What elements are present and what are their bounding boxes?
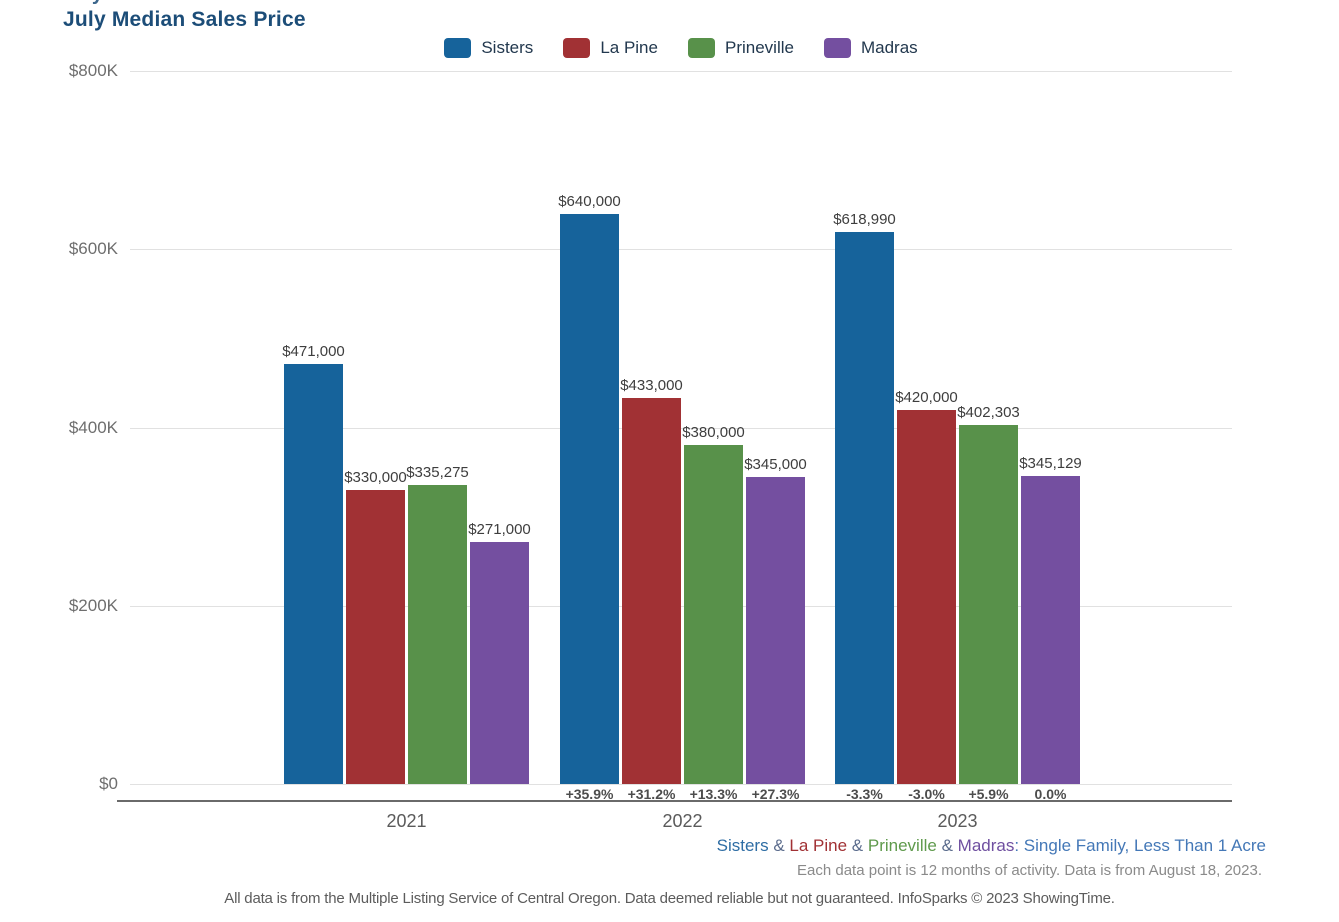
page-title: July Median Sales Price — [63, 8, 306, 31]
y-axis-tick-label: $600K — [68, 239, 118, 258]
legend-swatch-icon — [563, 38, 591, 58]
legend-item-madras[interactable]: Madras — [823, 38, 918, 58]
bar-value-label: $618,990 — [833, 211, 896, 228]
legend-item-sisters[interactable]: Sisters — [444, 38, 533, 58]
bar-value-label: $433,000 — [620, 377, 683, 394]
x-axis-year-label: 2022 — [662, 811, 703, 831]
gridline-200K — [130, 606, 1232, 607]
gridline-0 — [130, 784, 1232, 785]
pct-change-label: -3.3% — [846, 786, 883, 802]
bar-la-pine-2022[interactable] — [622, 398, 681, 784]
bar-value-label: $345,000 — [744, 456, 807, 473]
y-axis-tick-label: $0 — [99, 774, 118, 793]
bar-madras-2022[interactable] — [746, 477, 805, 784]
footnote-segment: Sisters — [716, 836, 769, 855]
pct-change-label: -3.0% — [908, 786, 945, 802]
pct-change-label: +31.2% — [627, 786, 676, 802]
bar-value-label: $330,000 — [344, 469, 407, 486]
legend-label: La Pine — [600, 38, 658, 57]
legend-label: Sisters — [481, 38, 534, 57]
x-axis-year-label: 2023 — [937, 811, 978, 831]
footnote-segment: La Pine — [789, 836, 848, 855]
bar-value-label: $471,000 — [282, 343, 345, 360]
bar-value-label: $380,000 — [682, 424, 745, 441]
data-period-footnote: Each data point is 12 months of activity… — [797, 862, 1262, 879]
footnote-segment: & — [847, 836, 868, 855]
pct-change-label: 0.0% — [1034, 786, 1067, 802]
footnote-segment: & — [936, 836, 958, 855]
x-axis-year-label: 2021 — [386, 811, 427, 831]
bar-madras-2021[interactable] — [470, 542, 529, 784]
series-description-footnote: Sisters & La Pine & Prineville & Madras:… — [717, 836, 1266, 856]
bar-madras-2023[interactable] — [1021, 476, 1080, 784]
gridline-400K — [130, 428, 1232, 429]
y-axis-tick-label: $400K — [68, 418, 118, 437]
legend-swatch-icon — [823, 38, 851, 58]
y-axis-tick-label: $800K — [68, 61, 118, 80]
bar-value-label: $335,275 — [406, 464, 469, 481]
bar-prineville-2022[interactable] — [684, 445, 743, 784]
legend-swatch-icon — [687, 38, 715, 58]
pct-change-label: +5.9% — [968, 786, 1009, 802]
pct-change-label: +35.9% — [565, 786, 614, 802]
legend-item-la-pine[interactable]: La Pine — [563, 38, 658, 58]
legend-item-prineville[interactable]: Prineville — [687, 38, 794, 58]
disclaimer-footnote: All data is from the Multiple Listing Se… — [224, 890, 1115, 907]
gridline-800K — [130, 71, 1232, 72]
y-axis-tick-label: $200K — [68, 596, 118, 615]
footnote-segment: : Single Family, Less Than 1 Acre — [1014, 836, 1266, 855]
pct-change-label: +27.3% — [751, 786, 800, 802]
x-axis-line — [117, 800, 1232, 802]
bar-value-label: $345,129 — [1019, 455, 1082, 472]
bar-value-label: $271,000 — [468, 521, 531, 538]
bar-value-label: $402,303 — [957, 404, 1020, 421]
bar-sisters-2021[interactable] — [284, 364, 343, 784]
cropped-text-fragment: July Median Sales Price — [63, 0, 263, 4]
footnote-segment: Prineville — [867, 836, 937, 855]
bar-la-pine-2021[interactable] — [346, 490, 405, 784]
gridline-600K — [130, 249, 1232, 250]
footnote-segment: & — [768, 836, 790, 855]
bar-la-pine-2023[interactable] — [897, 410, 956, 784]
bar-prineville-2023[interactable] — [959, 425, 1018, 784]
legend-swatch-icon — [444, 38, 472, 58]
bar-value-label: $420,000 — [895, 389, 958, 406]
bar-sisters-2022[interactable] — [560, 214, 619, 784]
chart-legend: Sisters La Pine Prineville Madras — [130, 38, 1232, 58]
footnote-segment: Madras — [957, 836, 1015, 855]
bar-sisters-2023[interactable] — [835, 232, 894, 784]
cropped-text: July Median Sales Price — [63, 0, 263, 4]
bar-prineville-2021[interactable] — [408, 485, 467, 784]
bar-value-label: $640,000 — [558, 193, 621, 210]
legend-label: Prineville — [724, 38, 794, 57]
legend-label: Madras — [860, 38, 918, 57]
pct-change-label: +13.3% — [689, 786, 738, 802]
